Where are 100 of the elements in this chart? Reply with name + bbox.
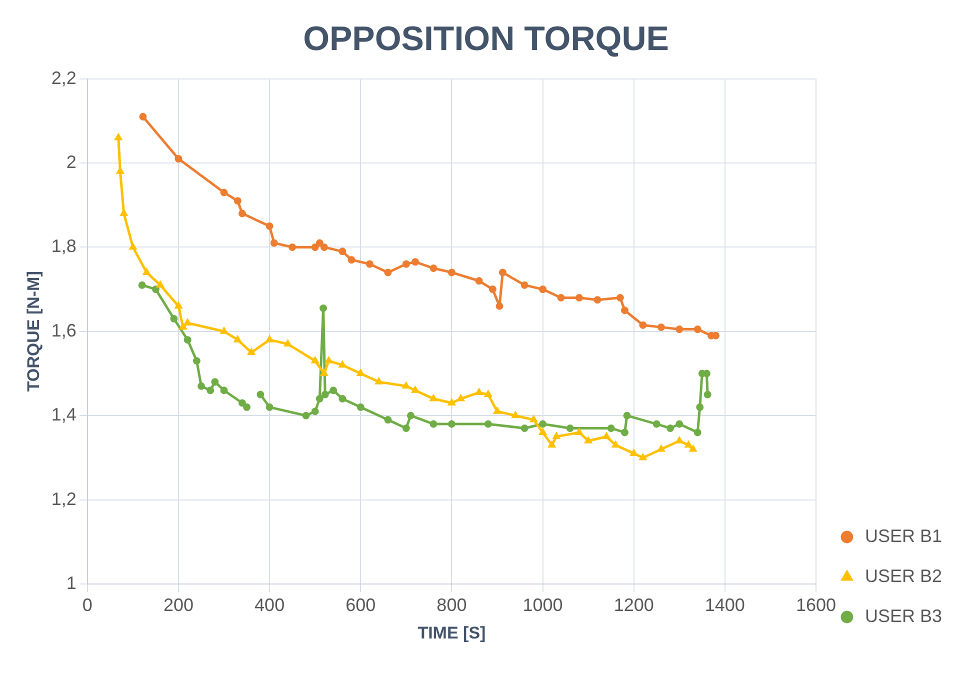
point [206,386,214,394]
point [548,441,556,448]
point [652,420,660,428]
point [616,294,624,302]
point [694,428,702,436]
point [256,390,264,398]
point [612,441,620,448]
point [321,390,329,398]
point [316,239,324,247]
point [175,302,182,309]
x-tick-label: 1400 [704,594,745,615]
point [639,321,647,329]
point [170,315,178,323]
point [539,428,546,435]
point [316,395,324,403]
point [640,454,646,460]
point [488,286,496,294]
point [243,403,251,411]
point [448,268,456,276]
point [320,243,328,251]
point [498,268,506,276]
point [311,243,319,251]
point [348,256,356,264]
point [356,403,364,411]
point [266,403,274,411]
point [198,382,206,390]
point [620,306,628,314]
point [320,304,328,312]
point [311,408,319,416]
point [430,264,438,272]
point [594,296,602,304]
x-tick-label: 200 [163,594,194,615]
point [330,386,338,394]
point [248,348,255,355]
point [512,412,519,418]
point [192,357,200,365]
point [138,281,146,289]
point [694,326,702,334]
x-tick-label: 400 [254,594,285,615]
legend-label: USER B1 [864,526,942,546]
point [496,302,504,310]
point [116,168,124,174]
point [402,260,410,268]
point [384,416,392,424]
point [220,386,228,394]
point [139,112,147,120]
point [270,239,278,247]
x-tick-label: 600 [346,594,376,615]
point [288,243,296,251]
point [402,424,410,432]
point [476,388,482,395]
legend-label: USER B2 [864,566,942,586]
point [184,319,192,326]
x-tick-label: 1000 [522,594,563,615]
point [676,326,684,334]
point [484,420,492,428]
point [284,340,292,347]
point [566,424,574,432]
point [266,222,274,230]
point [484,390,492,398]
point [620,428,628,436]
y-axis-title: TORQUE [N-M] [24,271,43,392]
point [114,134,122,140]
point [384,268,392,276]
point [704,390,712,398]
legend-label: USER B3 [864,606,942,626]
point [607,424,615,432]
point [366,260,374,268]
y-tick-label: 1,6 [51,320,76,340]
point [234,197,242,205]
point [553,432,560,440]
point [623,412,631,420]
y-tick-label: 1,2 [51,488,76,509]
point [211,378,219,386]
point [184,336,192,344]
point [657,323,665,331]
point [152,286,160,294]
x-tick-label: 0 [82,594,92,615]
point [448,420,456,428]
point [430,420,438,428]
point [603,432,610,440]
point [339,361,346,368]
point [402,382,410,389]
y-tick-label: 2,2 [51,68,76,88]
point [696,403,704,411]
point [220,188,228,196]
x-tick-label: 800 [436,594,467,615]
point [130,243,136,250]
chart-title: OPPOSITION TORQUE [303,20,669,58]
point [539,286,547,294]
point [180,323,186,330]
point [448,399,456,406]
point [143,268,150,275]
point [238,399,246,407]
y-tick-label: 2 [66,152,76,172]
point [575,294,583,302]
point [630,450,638,456]
point [302,412,310,420]
point [557,294,565,302]
x-tick-label: 1600 [796,594,836,615]
